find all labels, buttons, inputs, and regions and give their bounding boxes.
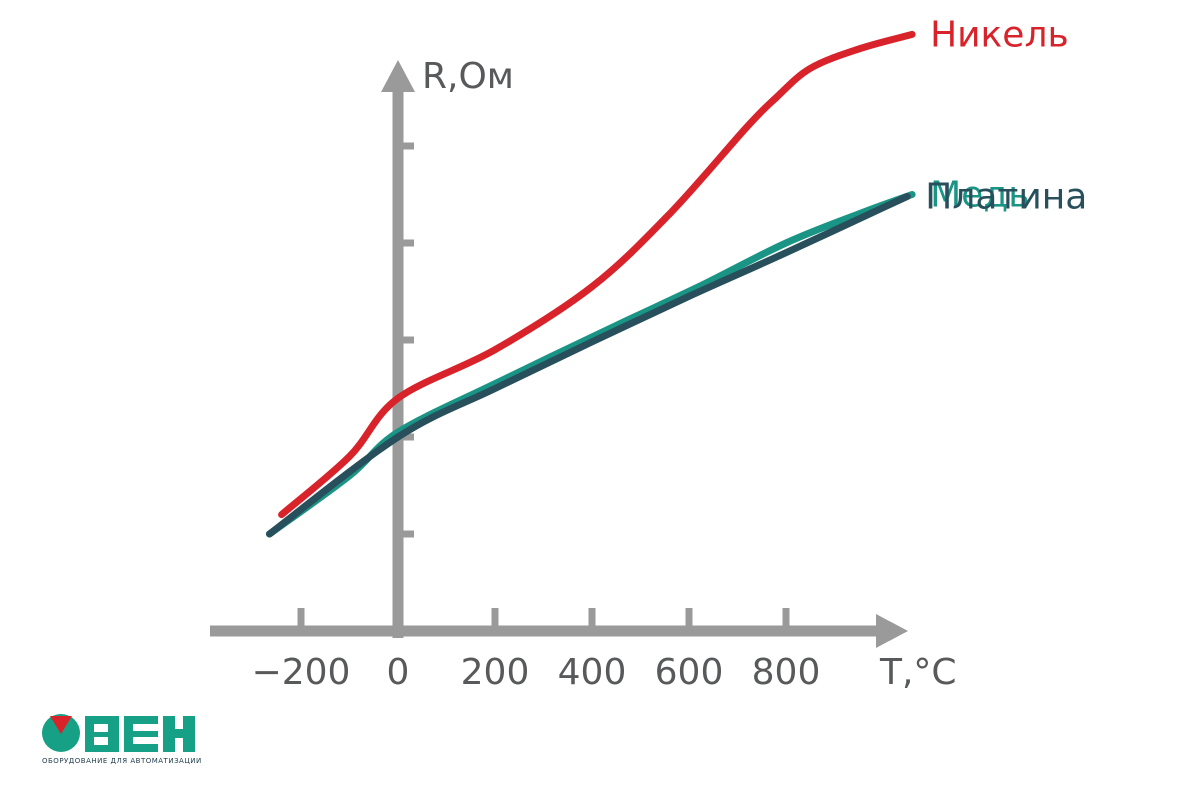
logo-mark	[42, 714, 195, 752]
y-axis-arrow	[381, 60, 415, 92]
legend-label-2: Медь	[930, 175, 1029, 216]
series-lines	[266, 30, 916, 538]
oven-logo	[42, 714, 195, 752]
legend-label-1: Никель	[930, 14, 1069, 55]
x-axis: −200 0 200 400 600 800 T,°C	[210, 608, 957, 693]
legend-label-3: Платина	[925, 176, 1087, 217]
x-tick-label: 600	[655, 652, 724, 693]
series-line-3	[266, 192, 911, 538]
x-tick-label: 400	[558, 652, 627, 693]
x-tick-label: 800	[752, 652, 821, 693]
x-ticks	[297, 608, 790, 631]
series-line-2	[266, 191, 916, 538]
logo-tagline: ОБОРУДОВАНИЕ ДЛЯ АВТОМАТИЗАЦИИ	[42, 757, 202, 765]
x-axis-label: T,°C	[879, 652, 957, 693]
x-tick-label: 200	[461, 652, 530, 693]
y-axis: R,Ом	[381, 56, 514, 638]
x-tick-label: −200	[252, 652, 351, 693]
y-axis-label: R,Ом	[422, 56, 514, 97]
x-tick-label: 0	[387, 652, 410, 693]
x-tick-labels: −200 0 200 400 600 800	[252, 652, 821, 693]
x-axis-arrow	[876, 614, 908, 648]
series-line-1	[278, 30, 916, 519]
